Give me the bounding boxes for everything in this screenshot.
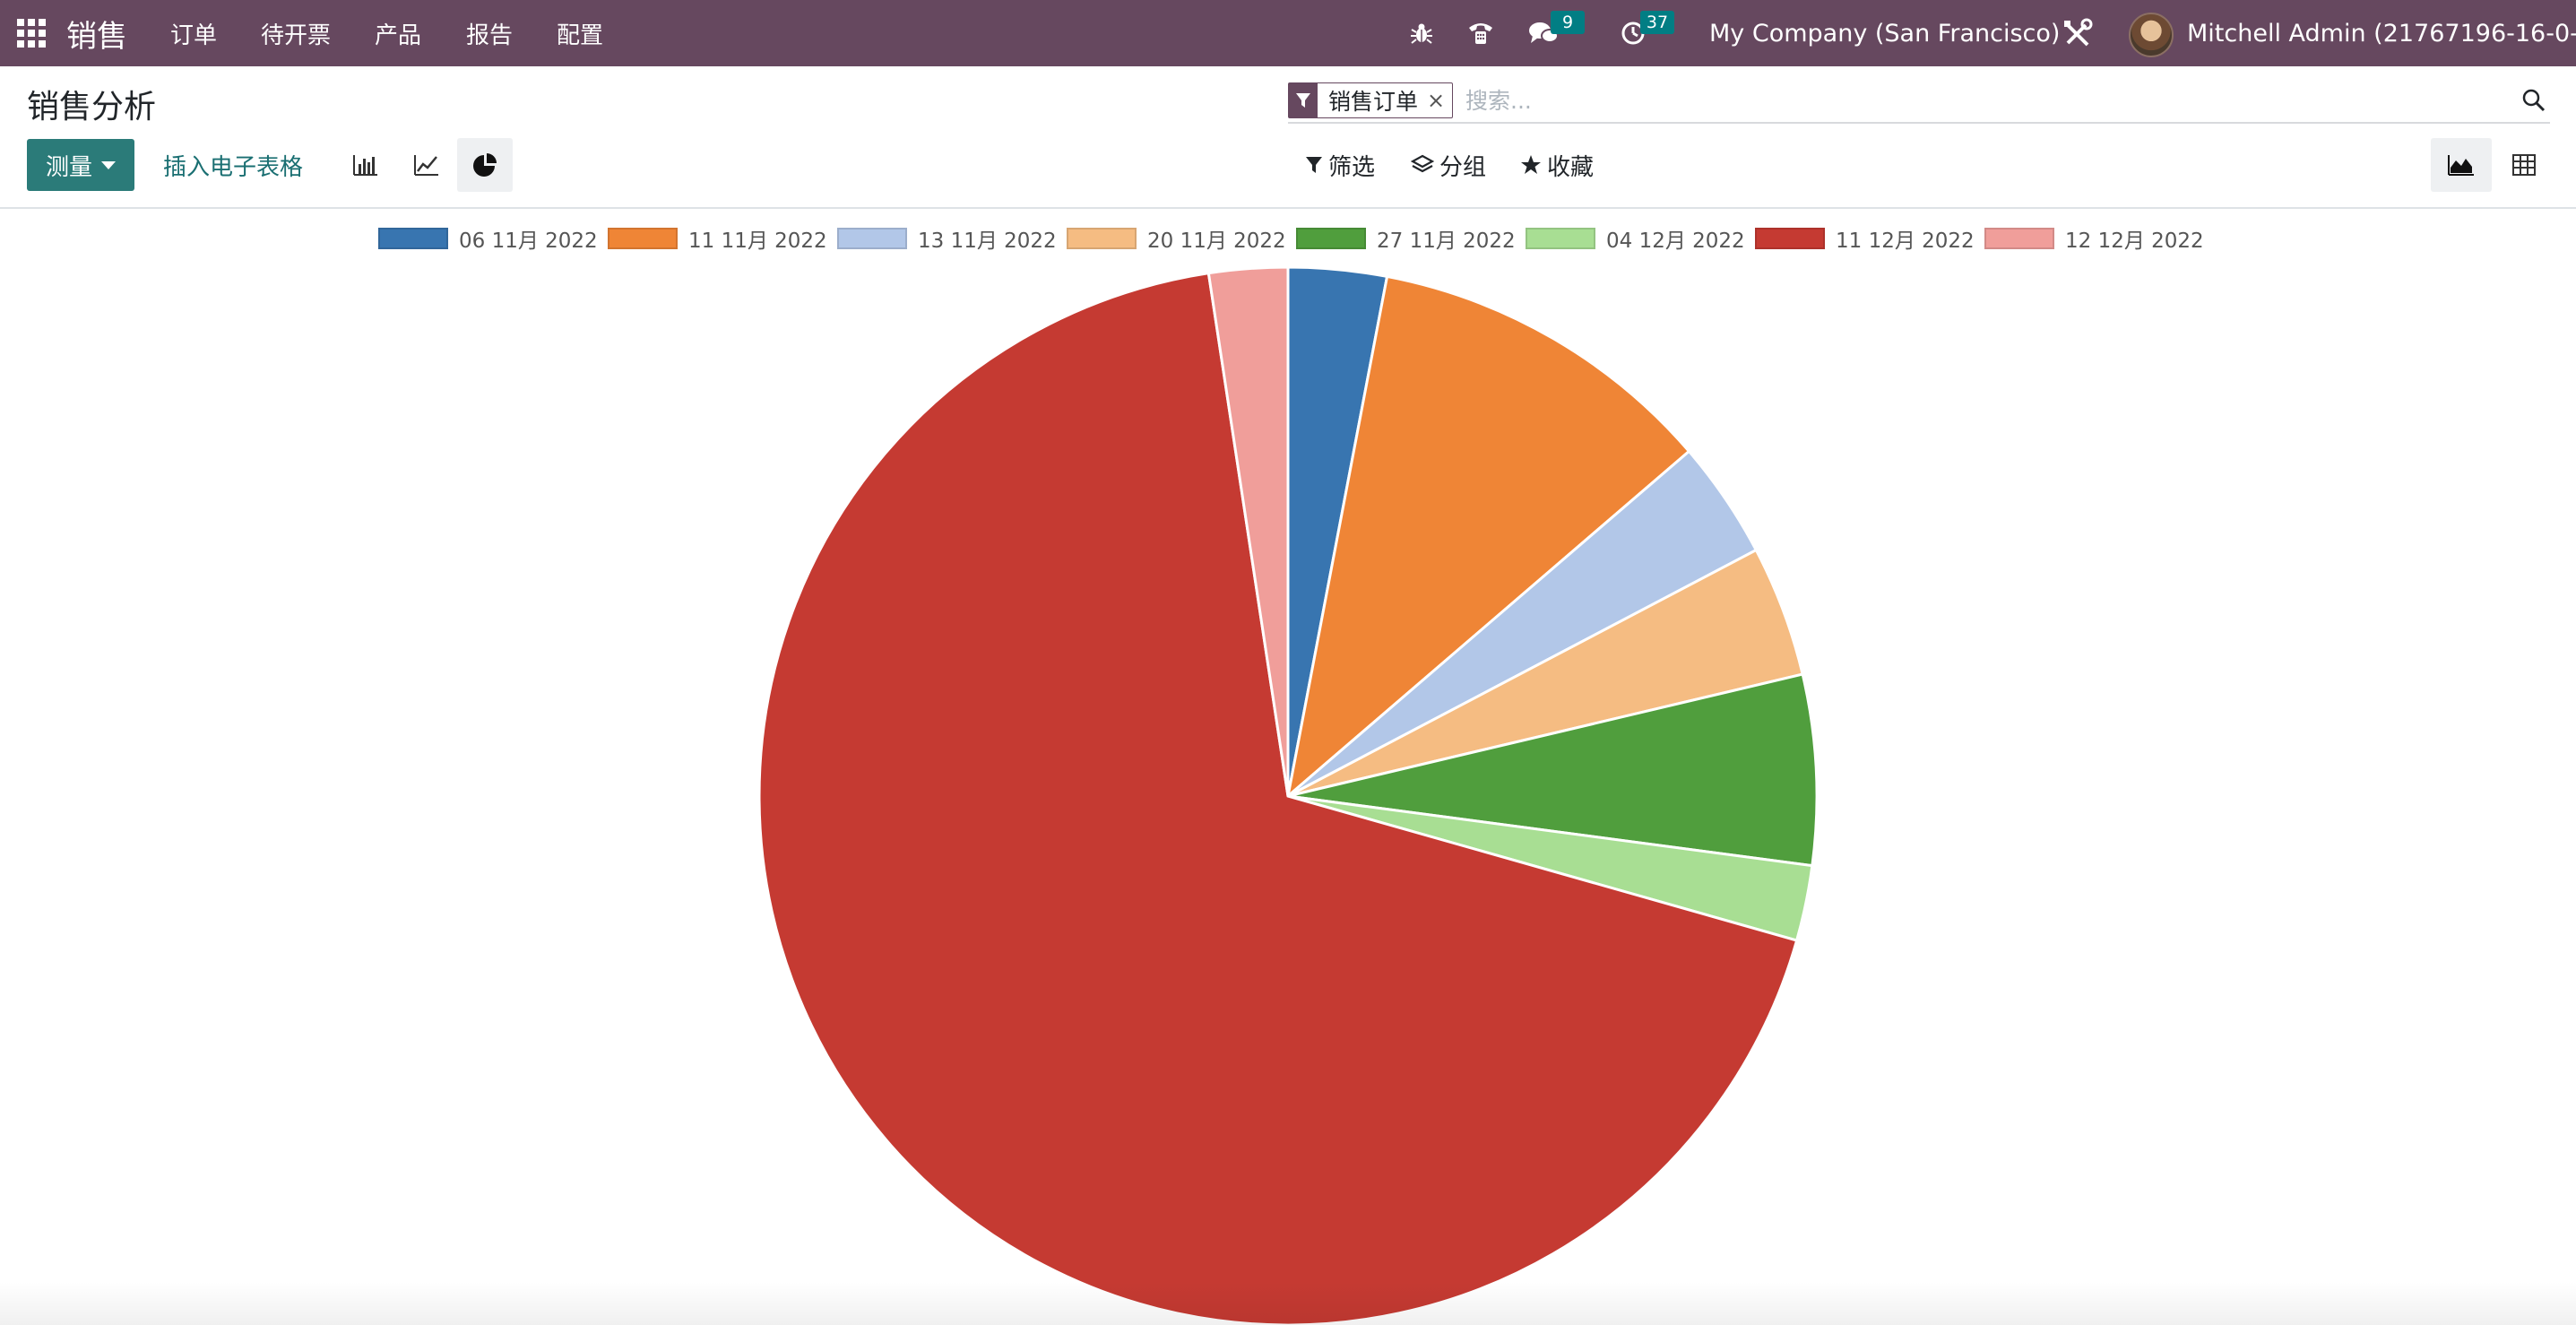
insert-spreadsheet-link[interactable]: 插入电子表格 xyxy=(163,154,304,181)
filter-label: 筛选 xyxy=(1328,153,1376,181)
legend-swatch xyxy=(378,228,448,249)
chat-icon[interactable]: 9 xyxy=(1526,11,1585,50)
legend-item[interactable]: 06 11月 2022 xyxy=(378,222,598,255)
chevron-down-icon xyxy=(101,160,116,169)
bar-chart-button[interactable] xyxy=(338,138,393,192)
measure-label: 测量 xyxy=(45,153,92,181)
legend-label: 06 11月 2022 xyxy=(459,229,598,253)
pie-chart-icon xyxy=(473,153,497,177)
legend-label: 27 11月 2022 xyxy=(1377,229,1516,253)
star-icon xyxy=(1521,155,1541,174)
company-switcher[interactable]: My Company (San Francisco) xyxy=(1709,19,2061,48)
legend-swatch xyxy=(837,228,907,249)
apps-menu-icon[interactable] xyxy=(16,18,47,48)
filter-button[interactable]: 筛选 xyxy=(1305,149,1375,181)
activity-clock-icon[interactable]: 37 xyxy=(1615,11,1674,50)
legend-label: 13 11月 2022 xyxy=(918,229,1057,253)
pie-slice[interactable] xyxy=(757,271,1799,1325)
facet-remove-icon[interactable]: × xyxy=(1427,88,1446,113)
tools-icon[interactable] xyxy=(2060,16,2096,50)
legend-item[interactable]: 04 12月 2022 xyxy=(1526,222,1745,255)
pie-slice[interactable] xyxy=(1285,274,1691,800)
legend-label: 11 11月 2022 xyxy=(688,229,827,253)
favorites-label: 收藏 xyxy=(1547,153,1595,181)
bug-icon[interactable] xyxy=(1404,16,1439,50)
filter-facet-icon xyxy=(1289,83,1318,117)
top-navbar: 销售 订单 待开票 产品 报告 配置 xyxy=(0,0,2576,66)
legend-swatch xyxy=(1296,228,1366,249)
measure-dropdown-button[interactable]: 测量 xyxy=(27,139,134,191)
search-icon[interactable] xyxy=(2518,84,2550,117)
legend-swatch xyxy=(1755,228,1825,249)
user-menu[interactable]: Mitchell Admin (21767196-16-0-all) xyxy=(2187,19,2576,48)
table-icon xyxy=(2512,154,2536,176)
menu-item-to-invoice[interactable]: 待开票 xyxy=(261,22,332,49)
line-chart-button[interactable] xyxy=(399,138,454,192)
legend-swatch xyxy=(1526,228,1595,249)
legend-swatch xyxy=(1984,228,2054,249)
control-panel-divider xyxy=(0,207,2576,209)
legend-swatch xyxy=(1067,228,1137,249)
search-bar: 销售订单 × xyxy=(1288,77,2550,124)
legend-item[interactable]: 13 11月 2022 xyxy=(837,222,1057,255)
group-by-button[interactable]: 分组 xyxy=(1411,149,1486,181)
pie-chart-button[interactable] xyxy=(457,138,513,192)
menu-item-products[interactable]: 产品 xyxy=(375,22,422,49)
legend-label: 20 11月 2022 xyxy=(1147,229,1286,253)
pivot-view-button[interactable] xyxy=(2494,138,2554,192)
graph-view-button[interactable] xyxy=(2431,138,2492,192)
app-name[interactable]: 销售 xyxy=(66,18,127,55)
menu-item-reporting[interactable]: 报告 xyxy=(466,22,514,49)
menu-item-orders[interactable]: 订单 xyxy=(170,22,218,49)
activities-count-badge: 37 xyxy=(1640,11,1674,34)
legend-swatch xyxy=(608,228,678,249)
legend-label: 04 12月 2022 xyxy=(1606,229,1745,253)
legend-label: 11 12月 2022 xyxy=(1836,229,1975,253)
legend-item[interactable]: 11 12月 2022 xyxy=(1755,222,1975,255)
pie-slice[interactable] xyxy=(1287,672,1819,868)
legend-item[interactable]: 27 11月 2022 xyxy=(1296,222,1516,255)
group-by-label: 分组 xyxy=(1439,153,1487,181)
search-input[interactable] xyxy=(1464,82,2498,118)
layers-icon xyxy=(1411,154,1434,173)
legend-item[interactable]: 20 11月 2022 xyxy=(1067,222,1286,255)
user-avatar[interactable] xyxy=(2129,13,2174,57)
area-chart-icon xyxy=(2448,155,2474,176)
legend-label: 12 12月 2022 xyxy=(2065,229,2204,253)
menu-item-configuration[interactable]: 配置 xyxy=(557,22,604,49)
line-chart-icon xyxy=(414,155,438,176)
search-facet: 销售订单 × xyxy=(1288,82,1454,118)
messages-count-badge: 9 xyxy=(1551,11,1585,34)
bar-chart-icon xyxy=(353,155,377,176)
legend-item[interactable]: 11 11月 2022 xyxy=(608,222,827,255)
legend-item[interactable]: 12 12月 2022 xyxy=(1984,222,2204,255)
filter-icon xyxy=(1306,157,1322,173)
chart-legend: 06 11月 2022 11 11月 2022 13 11月 2022 20 11月 … xyxy=(0,222,2576,255)
page-title: 销售分析 xyxy=(27,89,157,126)
pie-slice[interactable] xyxy=(1206,265,1290,797)
phone-icon[interactable] xyxy=(1463,16,1499,50)
favorites-button[interactable]: 收藏 xyxy=(1520,149,1594,181)
facet-label: 销售订单 xyxy=(1328,89,1419,115)
